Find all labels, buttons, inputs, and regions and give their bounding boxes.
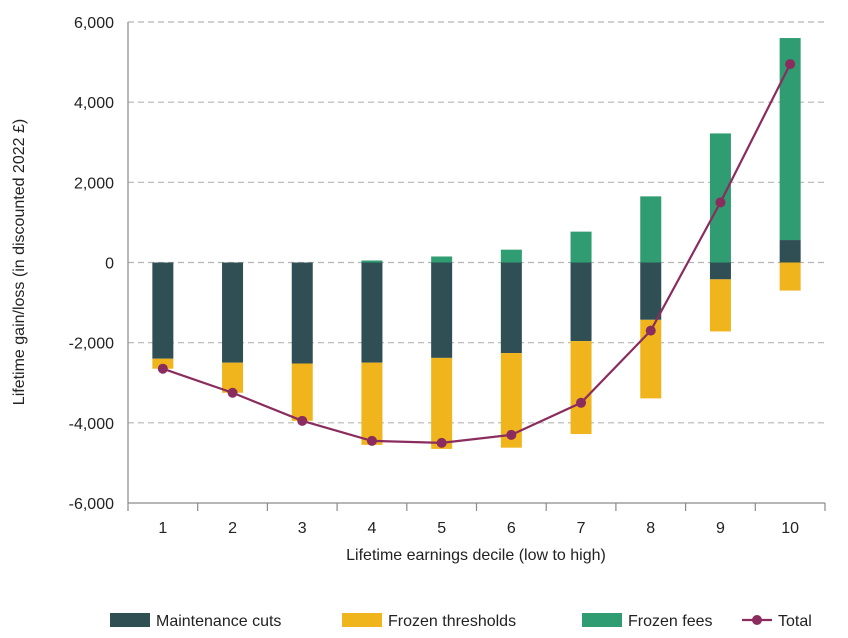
legend-label: Maintenance cuts — [156, 613, 281, 630]
bar — [500, 353, 522, 448]
bar — [152, 358, 174, 369]
legend-swatch — [342, 613, 382, 627]
bar — [570, 231, 592, 263]
y-tick-label: 4,000 — [74, 95, 114, 112]
y-tick-label: -4,000 — [69, 416, 114, 433]
bar — [570, 341, 592, 435]
bar — [779, 240, 801, 263]
x-axis-label: Lifetime earnings decile (low to high) — [346, 547, 606, 564]
bar — [291, 363, 313, 421]
bar — [431, 256, 453, 263]
bar — [431, 357, 453, 449]
legend-label: Frozen fees — [628, 613, 712, 630]
tick-labels: -6,000 -4,000 -2,000 0 2,000 4,000 6,000 1 2 3 4 5 6… — [69, 15, 800, 537]
total-point — [506, 429, 517, 440]
total-point — [576, 397, 587, 408]
bar — [361, 262, 383, 363]
total-point — [715, 197, 726, 208]
bar — [361, 362, 383, 445]
bar — [431, 262, 453, 358]
legend-label: Frozen thresholds — [388, 613, 516, 630]
total-line — [157, 59, 796, 448]
bar — [361, 260, 383, 263]
total-point — [366, 435, 377, 446]
total-point — [436, 437, 447, 448]
total-point — [785, 59, 796, 70]
bar — [640, 262, 662, 320]
bar — [779, 262, 801, 291]
bars — [152, 38, 801, 449]
y-axis-label: Lifetime gain/loss (in discounted 2022 £… — [11, 119, 28, 405]
x-tick-label: 7 — [577, 520, 586, 537]
legend-marker — [752, 615, 762, 625]
axes — [127, 22, 826, 511]
y-tick-label: -6,000 — [69, 496, 114, 513]
x-tick-label: 6 — [507, 520, 516, 537]
gridlines — [128, 21, 825, 424]
bar — [500, 249, 522, 263]
x-tick-label: 3 — [298, 520, 307, 537]
bar — [779, 38, 801, 241]
x-tick-label: 10 — [781, 520, 799, 537]
y-tick-label: 2,000 — [74, 175, 114, 192]
x-tick-label: 8 — [646, 520, 655, 537]
y-tick-label: 6,000 — [74, 15, 114, 32]
bar — [709, 262, 731, 280]
x-tick-label: 1 — [158, 520, 167, 537]
bar — [222, 362, 244, 393]
total-point — [297, 415, 308, 426]
total-point — [645, 325, 656, 336]
bar — [570, 262, 592, 342]
legend-swatch — [582, 613, 622, 627]
x-tick-label: 2 — [228, 520, 237, 537]
bar — [709, 279, 731, 332]
x-tick-label: 9 — [716, 520, 725, 537]
legend-label: Total — [778, 613, 812, 630]
bar — [222, 262, 244, 363]
legend-swatch — [110, 613, 150, 627]
y-tick-label: 0 — [105, 256, 114, 273]
y-tick-label: -2,000 — [69, 336, 114, 353]
total-point — [227, 387, 238, 398]
bar — [640, 196, 662, 263]
x-tick-label: 4 — [367, 520, 376, 537]
bar — [500, 262, 522, 354]
bar — [152, 262, 174, 359]
x-tick-label: 5 — [437, 520, 446, 537]
bar — [640, 319, 662, 399]
total-series-line — [162, 63, 792, 444]
bar — [291, 262, 313, 364]
legend: Maintenance cuts Frozen thresholds Frozen … — [110, 613, 812, 630]
total-point — [157, 363, 168, 374]
